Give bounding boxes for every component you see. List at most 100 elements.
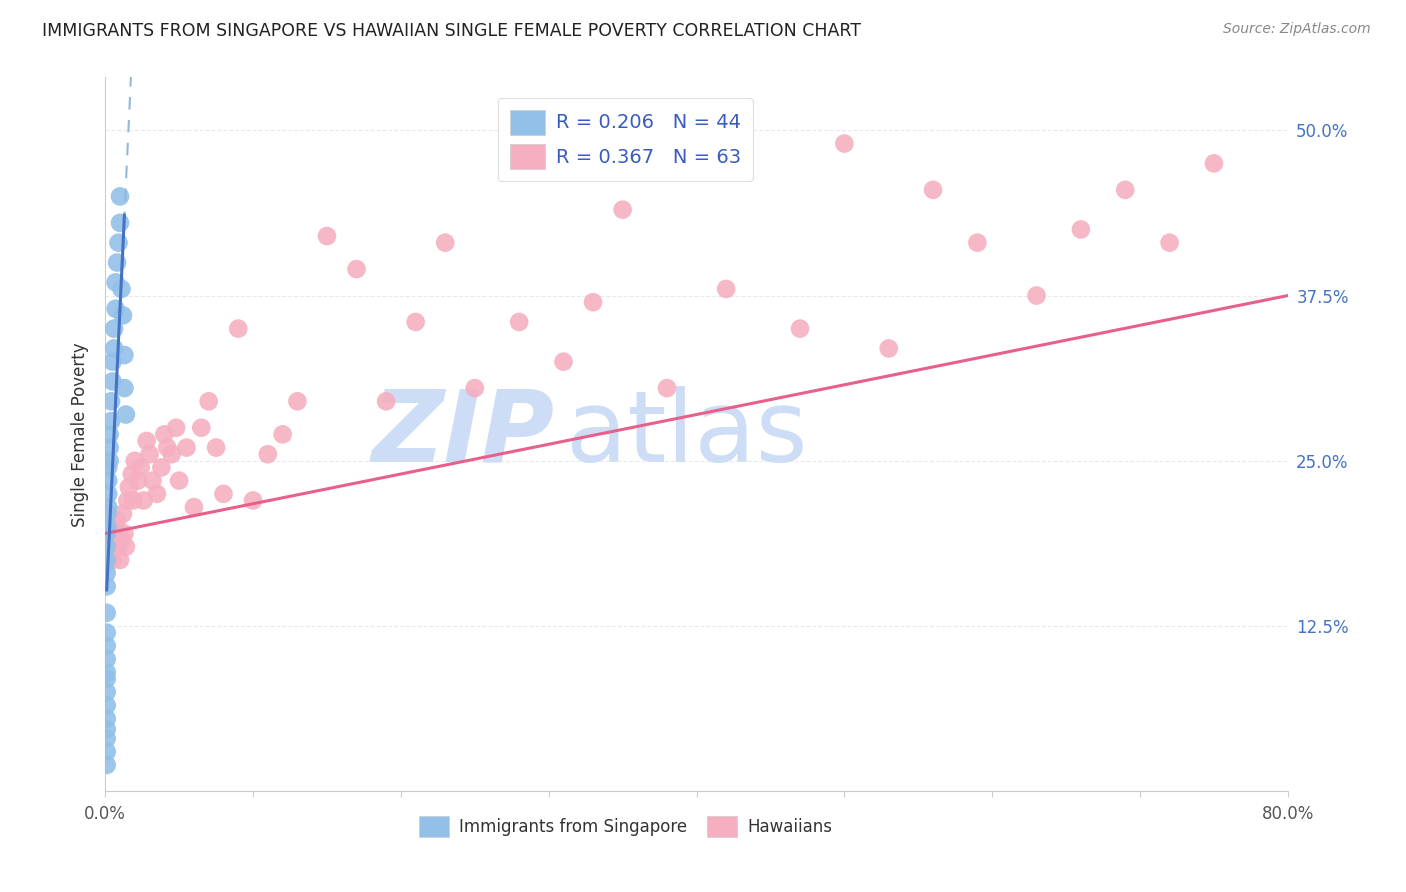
Point: [1025, 288, 1047, 302]
Point: [789, 321, 811, 335]
Point: [141, 474, 163, 488]
Point: [96, 757, 118, 772]
Point: [405, 315, 427, 329]
Point: [96, 698, 118, 713]
Point: [212, 487, 235, 501]
Point: [100, 414, 122, 428]
Point: [96, 540, 118, 554]
Point: [346, 262, 368, 277]
Point: [127, 474, 149, 488]
Point: [153, 427, 176, 442]
Point: [877, 342, 900, 356]
Point: [96, 745, 118, 759]
Point: [108, 553, 131, 567]
Text: IMMIGRANTS FROM SINGAPORE VS HAWAIIAN SINGLE FEMALE POVERTY CORRELATION CHART: IMMIGRANTS FROM SINGAPORE VS HAWAIIAN SI…: [42, 22, 862, 40]
Point: [1159, 235, 1181, 250]
Point: [96, 722, 118, 736]
Point: [96, 731, 118, 746]
Point: [112, 526, 135, 541]
Point: [316, 229, 339, 244]
Point: [714, 282, 737, 296]
Point: [165, 421, 187, 435]
Point: [96, 606, 118, 620]
Point: [103, 533, 125, 548]
Point: [122, 493, 145, 508]
Point: [834, 136, 856, 151]
Point: [1114, 183, 1136, 197]
Point: [97, 500, 120, 514]
Point: [96, 685, 118, 699]
Point: [96, 520, 118, 534]
Point: [922, 183, 945, 197]
Point: [190, 421, 212, 435]
Point: [110, 282, 132, 296]
Point: [118, 480, 141, 494]
Point: [104, 301, 127, 316]
Point: [612, 202, 634, 217]
Point: [508, 315, 530, 329]
Point: [96, 579, 118, 593]
Point: [966, 235, 988, 250]
Point: [96, 553, 118, 567]
Point: [287, 394, 309, 409]
Point: [205, 441, 228, 455]
Point: [150, 460, 173, 475]
Point: [98, 441, 121, 455]
Point: [104, 520, 127, 534]
Point: [108, 216, 131, 230]
Point: [242, 493, 264, 508]
Point: [132, 493, 155, 508]
Point: [375, 394, 398, 409]
Point: [101, 375, 124, 389]
Point: [108, 189, 131, 203]
Point: [434, 235, 457, 250]
Point: [96, 712, 118, 726]
Point: [97, 460, 120, 475]
Y-axis label: Single Female Poverty: Single Female Poverty: [72, 342, 89, 526]
Point: [112, 348, 135, 362]
Point: [97, 474, 120, 488]
Point: [129, 460, 152, 475]
Point: [100, 394, 122, 409]
Point: [135, 434, 157, 448]
Point: [121, 467, 143, 481]
Point: [105, 255, 128, 269]
Point: [146, 487, 169, 501]
Point: [96, 672, 118, 686]
Point: [101, 354, 124, 368]
Point: [138, 447, 160, 461]
Point: [115, 540, 138, 554]
Point: [103, 321, 125, 335]
Point: [464, 381, 486, 395]
Point: [226, 321, 249, 335]
Point: [98, 454, 121, 468]
Point: [655, 381, 678, 395]
Point: [101, 553, 124, 567]
Point: [98, 427, 121, 442]
Point: [117, 493, 139, 508]
Point: [96, 665, 118, 680]
Point: [96, 566, 118, 581]
Point: [96, 526, 118, 541]
Point: [167, 474, 190, 488]
Point: [156, 441, 179, 455]
Point: [553, 354, 575, 368]
Point: [96, 652, 118, 666]
Text: Source: ZipAtlas.com: Source: ZipAtlas.com: [1223, 22, 1371, 37]
Point: [271, 427, 294, 442]
Point: [124, 454, 146, 468]
Point: [176, 441, 198, 455]
Point: [96, 639, 118, 653]
Legend: Immigrants from Singapore, Hawaiians: Immigrants from Singapore, Hawaiians: [412, 809, 839, 844]
Point: [183, 500, 205, 514]
Point: [160, 447, 183, 461]
Point: [97, 487, 120, 501]
Point: [100, 540, 122, 554]
Point: [103, 342, 125, 356]
Point: [197, 394, 219, 409]
Point: [115, 408, 138, 422]
Point: [98, 526, 121, 541]
Point: [111, 309, 134, 323]
Text: ZIP: ZIP: [371, 386, 554, 483]
Point: [111, 507, 134, 521]
